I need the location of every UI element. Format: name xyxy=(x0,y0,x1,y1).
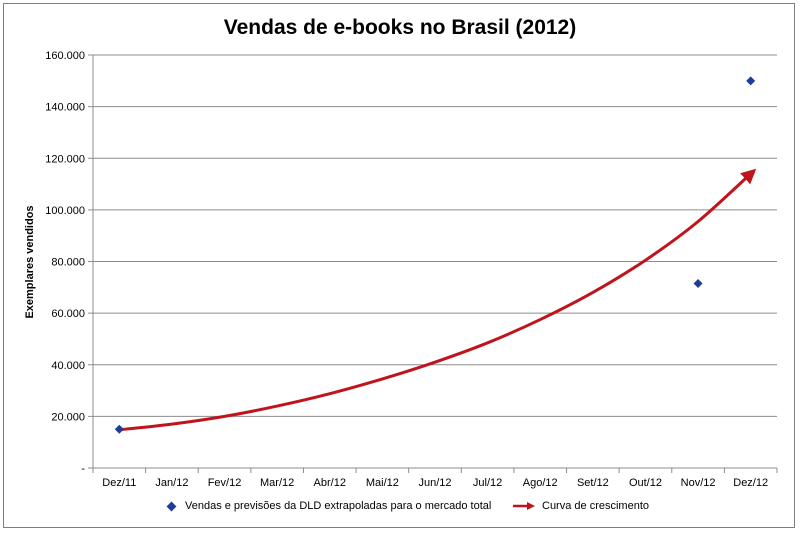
y-tick-label: 120.000 xyxy=(45,153,85,165)
y-tick-label: 100.000 xyxy=(45,205,85,217)
x-tick-label: Fev/12 xyxy=(208,477,242,489)
legend-label-vendas: Vendas e previsões da DLD extrapoladas p… xyxy=(185,500,492,512)
x-tick-label: Dez/11 xyxy=(102,477,136,489)
x-tick-label: Jun/12 xyxy=(418,477,451,489)
sales-data-point xyxy=(114,424,124,434)
x-tick-label: Mar/12 xyxy=(260,477,294,489)
legend: Vendas e previsões da DLD extrapoladas p… xyxy=(0,500,800,518)
legend-item-curva: Curva de crescimento xyxy=(512,500,649,512)
y-tick-label: 160.000 xyxy=(45,50,85,62)
y-tick-label: - xyxy=(81,463,85,475)
legend-label-curva: Curva de crescimento xyxy=(542,500,649,512)
y-tick-label: 20.000 xyxy=(51,411,85,423)
legend-item-vendas: Vendas e previsões da DLD extrapoladas p… xyxy=(166,500,492,512)
y-tick-label: 140.000 xyxy=(45,102,85,114)
x-tick-label: Out/12 xyxy=(629,477,662,489)
arrow-line-icon xyxy=(513,502,535,510)
x-tick-label: Set/12 xyxy=(577,477,609,489)
chart-frame xyxy=(3,3,795,528)
y-tick-label: 60.000 xyxy=(51,308,85,320)
x-tick-label: Nov/12 xyxy=(681,477,716,489)
sales-data-point xyxy=(746,76,756,86)
x-tick-label: Dez/12 xyxy=(733,477,768,489)
x-tick-label: Mai/12 xyxy=(366,477,399,489)
x-tick-label: Ago/12 xyxy=(523,477,558,489)
x-tick-label: Jan/12 xyxy=(155,477,188,489)
diamond-marker-icon xyxy=(166,501,177,511)
x-tick-label: Jul/12 xyxy=(473,477,502,489)
sales-data-point xyxy=(693,278,703,288)
growth-curve-line xyxy=(119,168,757,432)
chart-title: Vendas de e-books no Brasil (2012) xyxy=(223,16,577,39)
y-tick-label: 80.000 xyxy=(51,257,85,269)
y-tick-label: 40.000 xyxy=(51,360,85,372)
x-tick-label: Abr/12 xyxy=(314,477,346,489)
